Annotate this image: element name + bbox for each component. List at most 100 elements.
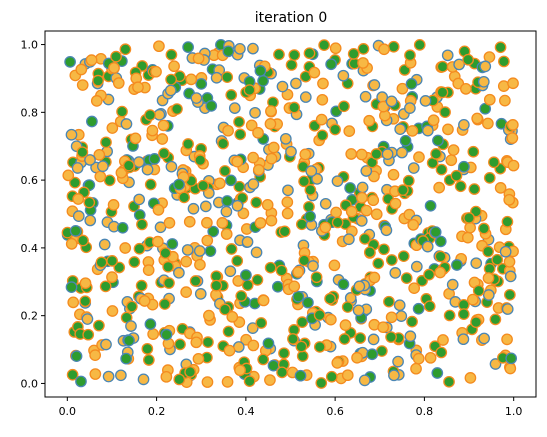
data-point [142,264,155,276]
data-point [241,279,254,292]
data-point [147,328,159,340]
data-point [164,84,177,97]
data-point [385,311,398,324]
data-point [143,354,155,366]
data-point [467,145,480,158]
data-point [163,217,176,229]
data-point [265,152,278,165]
data-point [122,159,135,172]
data-point [385,254,398,266]
data-point [158,147,170,160]
data-point [133,193,146,206]
data-point [257,75,269,87]
data-point [90,95,103,107]
data-point [160,370,173,383]
data-point [151,235,164,248]
data-point [303,47,316,60]
data-point [378,43,390,56]
data-point [317,77,329,90]
data-point [377,321,390,334]
data-point [359,232,371,245]
data-point [341,369,354,382]
data-point [190,92,203,104]
data-point [429,226,442,238]
data-point [278,225,291,238]
data-point [235,290,248,302]
data-point [264,261,277,274]
data-point [222,124,234,137]
data-point [388,369,400,382]
data-point [366,348,379,361]
data-point [173,266,185,279]
data-point [199,200,212,213]
data-point [347,47,360,60]
data-point [83,196,96,209]
data-point [156,133,169,145]
data-point [461,231,474,244]
data-point [460,82,472,95]
data-point [62,169,75,182]
data-point [370,208,383,221]
data-point [298,175,310,188]
data-point [77,234,89,247]
data-point [247,42,259,55]
data-point [216,217,229,229]
data-point [483,51,496,63]
data-point [162,260,175,273]
data-point [445,154,458,167]
data-point [231,199,244,212]
data-point [308,66,321,79]
data-point [120,118,133,130]
data-point [357,57,369,69]
data-point [184,366,196,378]
data-point [392,355,404,368]
data-point [462,53,474,66]
data-point [467,293,479,306]
data-point [413,151,425,164]
data-point [261,199,274,211]
data-point [137,373,150,386]
data-point [180,255,193,268]
data-point [489,313,502,326]
data-point [201,234,214,247]
data-point [202,336,214,348]
x-tick-label: 0.0 [59,405,77,418]
data-point [194,258,206,271]
data-point [477,75,490,88]
data-point [204,245,217,257]
data-point [356,191,368,204]
data-point [328,259,341,272]
data-point [471,112,484,125]
data-point [319,221,332,234]
data-point [479,60,492,73]
data-point [499,245,512,258]
data-point [97,160,109,173]
data-point [276,366,288,379]
data-point [443,375,455,388]
data-point [397,250,410,263]
data-point [234,364,246,377]
data-point [152,204,165,216]
data-point [357,43,370,55]
data-point [404,49,416,62]
data-point [339,319,352,331]
data-point [352,304,365,317]
data-point [387,40,400,53]
data-point [192,352,205,365]
data-point [225,174,237,187]
data-point [271,280,284,293]
data-point [491,253,504,266]
data-point [185,73,198,86]
data-point [119,242,132,254]
data-point [65,237,78,250]
data-point [433,181,445,194]
data-point [298,254,311,267]
data-point [240,269,252,281]
data-point [393,299,406,312]
data-point [106,305,119,317]
data-point [359,90,372,103]
data-point [64,56,76,68]
data-point [98,238,111,251]
data-point [472,284,485,297]
y-tick-label: 0.0 [21,377,39,390]
